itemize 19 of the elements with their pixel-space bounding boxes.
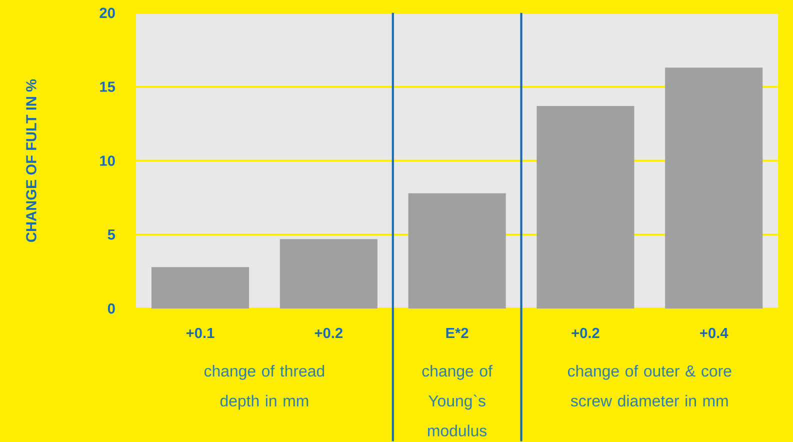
x-tick-label: +0.2: [314, 328, 342, 338]
x-tick-label: +0.4: [700, 328, 728, 338]
y-tick-label: 15: [100, 82, 116, 92]
bar: [665, 67, 763, 308]
x-tick-label: E*2: [446, 328, 468, 338]
y-tick-label: 20: [100, 8, 115, 18]
x-tick-label: +0.1: [186, 328, 214, 338]
y-tick-label: 0: [108, 303, 115, 314]
bar: [152, 267, 250, 308]
bar: [536, 106, 634, 308]
y-tick-label: 5: [108, 229, 116, 240]
bar: [280, 238, 378, 308]
bar: [408, 193, 506, 308]
text: change of Young`s modulus: [422, 364, 492, 436]
x-tick-label: +0.2: [572, 328, 600, 338]
text: change of thread depth in mm: [204, 364, 324, 410]
y-axis-title: CHANGE OF FULT IN %: [26, 79, 36, 242]
y-tick-label: 10: [100, 155, 115, 166]
text: change of outer & core screw diameter in mm: [568, 364, 732, 406]
